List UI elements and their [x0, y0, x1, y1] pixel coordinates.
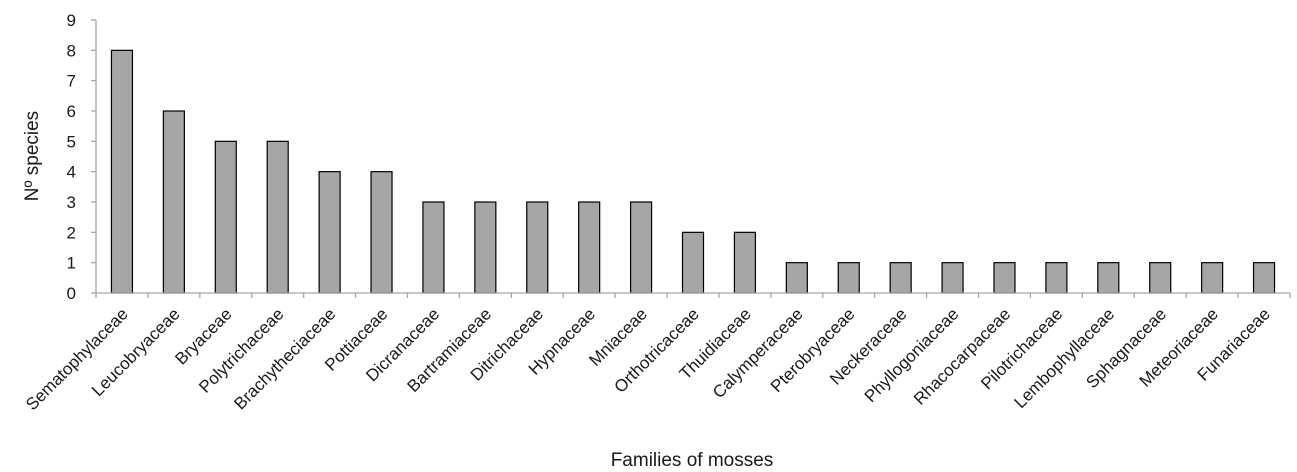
bar: [681, 231, 705, 294]
x-tick-label: Calymperaceae: [709, 304, 807, 402]
y-tick-label: 7: [67, 72, 76, 91]
y-tick-label: 8: [67, 41, 76, 60]
y-tick-labels: 0 1 2 3 4 5 6 7 8 9: [67, 11, 76, 303]
y-tick-label: 3: [67, 193, 76, 212]
bar: [889, 262, 912, 294]
bar: [162, 110, 185, 294]
bar: [318, 171, 341, 294]
x-tick-label: Leucobryaceae: [88, 304, 184, 400]
bar: [993, 262, 1016, 294]
y-tick-label: 5: [67, 132, 76, 151]
axes-group: [91, 19, 1291, 298]
bar: [1045, 262, 1068, 294]
bar: [837, 262, 860, 294]
bar: [370, 171, 393, 294]
x-tick-label: Rhacocarpaceae: [910, 304, 1014, 408]
y-tick-label: 1: [67, 254, 76, 273]
bar: [733, 231, 757, 294]
bar: [110, 49, 134, 294]
y-tick-label: 4: [67, 163, 76, 182]
x-axis-title: Families of mosses: [611, 450, 774, 471]
bar: [214, 140, 237, 294]
bar: [1097, 262, 1120, 294]
y-tick-label: 6: [67, 102, 76, 121]
bar: [629, 201, 653, 294]
bar: [941, 262, 964, 294]
bar: [266, 140, 289, 294]
y-tick-label: 0: [67, 284, 76, 303]
y-tick-label: 9: [67, 11, 76, 30]
y-tick-label: 2: [67, 223, 76, 242]
x-tick-labels: SematophylaceaeLeucobryaceaeBryaceaePoly…: [22, 304, 1274, 414]
x-tick-label: Phyllogoniaceae: [861, 304, 963, 406]
bar: [785, 262, 808, 294]
bar: [474, 201, 497, 294]
bar: [526, 201, 549, 294]
bar: [1252, 262, 1276, 294]
bar: [1149, 262, 1172, 294]
bar: [578, 201, 601, 294]
bar: [1201, 262, 1224, 294]
bar: [422, 201, 445, 294]
bars-group: [110, 49, 1276, 294]
y-axis-title: Nº species: [22, 111, 43, 201]
